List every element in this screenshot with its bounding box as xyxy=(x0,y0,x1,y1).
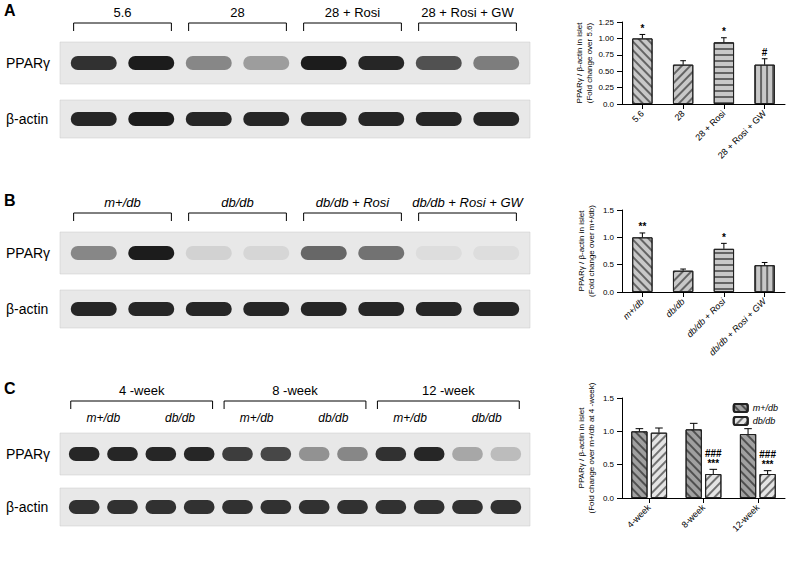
svg-text:(Fold change over 5.6): (Fold change over 5.6) xyxy=(585,22,594,103)
svg-text:db/db + Rosi: db/db + Rosi xyxy=(316,195,390,210)
svg-text:PPARγ: PPARγ xyxy=(6,446,50,462)
svg-text:m+/db: m+/db xyxy=(393,411,427,425)
svg-text:0.25: 0.25 xyxy=(598,83,614,92)
svg-text:12 -week: 12 -week xyxy=(422,383,475,398)
svg-text:db/db: db/db xyxy=(221,195,254,210)
svg-text:m+/db: m+/db xyxy=(621,296,646,321)
svg-text:1.00: 1.00 xyxy=(598,34,614,43)
svg-text:PPARγ: PPARγ xyxy=(6,245,50,261)
svg-text:8 -week: 8 -week xyxy=(272,383,318,398)
svg-text:28: 28 xyxy=(673,108,687,122)
svg-text:28 + Rosi: 28 + Rosi xyxy=(693,108,727,142)
svg-text:A: A xyxy=(4,2,16,19)
svg-text:0.0: 0.0 xyxy=(603,494,615,503)
svg-text:1.0: 1.0 xyxy=(603,233,615,242)
svg-text:db/db + Rosi: db/db + Rosi xyxy=(684,296,728,340)
svg-text:(Fold change over m+/db at 4 -: (Fold change over m+/db at 4 -week) xyxy=(587,382,596,513)
svg-text:db/db: db/db xyxy=(318,411,348,425)
svg-text:m+/db: m+/db xyxy=(86,411,120,425)
svg-text:#: # xyxy=(762,47,768,58)
svg-text:db/db: db/db xyxy=(664,296,687,319)
svg-text:28: 28 xyxy=(230,5,244,20)
svg-text:0.5: 0.5 xyxy=(603,460,615,469)
svg-text:***: *** xyxy=(707,458,719,469)
svg-text:db/db: db/db xyxy=(165,411,195,425)
svg-text:*: * xyxy=(722,232,726,243)
svg-text:PPARγ / β-actin in islet: PPARγ / β-actin in islet xyxy=(577,210,586,292)
svg-text:5.6: 5.6 xyxy=(630,108,646,124)
svg-text:(Fold change over m+/db): (Fold change over m+/db) xyxy=(587,205,596,297)
svg-text:C: C xyxy=(4,380,16,397)
svg-text:***: *** xyxy=(762,459,774,470)
svg-text:PPARγ: PPARγ xyxy=(6,55,50,71)
svg-text:12-week: 12-week xyxy=(730,502,761,533)
svg-text:0.5: 0.5 xyxy=(603,260,615,269)
svg-text:4 -week: 4 -week xyxy=(119,383,165,398)
svg-text:0.0: 0.0 xyxy=(603,288,615,297)
svg-text:m+/db: m+/db xyxy=(104,195,141,210)
svg-text:0.75: 0.75 xyxy=(598,50,614,59)
svg-text:PPARγ / β-actin in islet: PPARγ / β-actin in islet xyxy=(577,407,586,489)
svg-text:β-actin: β-actin xyxy=(6,301,48,317)
svg-text:4-week: 4-week xyxy=(625,502,653,530)
svg-text:5.6: 5.6 xyxy=(113,5,131,20)
svg-text:0.50: 0.50 xyxy=(598,67,614,76)
svg-text:28 + Rosi + GW: 28 + Rosi + GW xyxy=(716,108,769,161)
svg-text:B: B xyxy=(4,192,16,209)
svg-text:**: ** xyxy=(638,221,646,232)
svg-text:db/db + Rosi + GW: db/db + Rosi + GW xyxy=(707,295,769,357)
svg-text:m+/db: m+/db xyxy=(240,411,274,425)
svg-text:1.25: 1.25 xyxy=(598,18,614,27)
svg-text:db/db: db/db xyxy=(472,411,502,425)
svg-text:*: * xyxy=(722,26,726,37)
svg-text:0.0: 0.0 xyxy=(603,100,615,109)
svg-text:β-actin: β-actin xyxy=(6,111,48,127)
svg-text:28 + Rosi: 28 + Rosi xyxy=(325,5,380,20)
svg-text:m+/db: m+/db xyxy=(753,403,778,413)
svg-text:1.5: 1.5 xyxy=(603,206,615,215)
svg-text:1.5: 1.5 xyxy=(603,394,615,403)
svg-text:8-week: 8-week xyxy=(679,502,707,530)
svg-text:1.0: 1.0 xyxy=(603,427,615,436)
svg-text:28 + Rosi + GW: 28 + Rosi + GW xyxy=(421,5,514,20)
svg-text:PPARγ / β-actin in islet: PPARγ / β-actin in islet xyxy=(575,22,584,104)
svg-text:db/db: db/db xyxy=(753,416,776,426)
svg-text:db/db + Rosi + GW: db/db + Rosi + GW xyxy=(412,195,524,210)
svg-text:*: * xyxy=(640,23,644,34)
svg-text:β-actin: β-actin xyxy=(6,499,48,515)
